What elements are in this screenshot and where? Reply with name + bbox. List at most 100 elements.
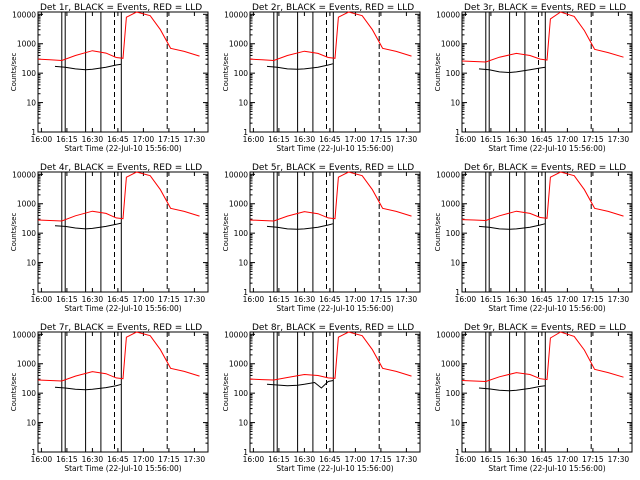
x-axis-label: Start Time (22-Jul-10 15:56:00) (64, 464, 181, 473)
events-series-line (54, 383, 122, 391)
y-axis-label: Counts/sec (222, 373, 230, 412)
y-tick-label: 1 (243, 448, 248, 457)
y-tick-label: 1000 (441, 40, 460, 49)
x-tick-label: 16:30 (294, 455, 316, 464)
x-tick-label: 16:45 (107, 295, 129, 304)
x-tick-label: 17:30 (608, 455, 630, 464)
x-axis-label: Start Time (22-Jul-10 15:56:00) (488, 144, 605, 153)
x-axis-label: Start Time (22-Jul-10 15:56:00) (276, 304, 393, 313)
y-tick-label: 1000 (441, 360, 460, 369)
x-tick-label: 17:00 (557, 295, 579, 304)
x-tick-label: 17:30 (396, 135, 418, 144)
x-tick-label: 16:30 (294, 295, 316, 304)
x-tick-label: 17:00 (345, 455, 367, 464)
plot-frame (461, 11, 633, 133)
panel-title: Det 1r, BLACK = Events, RED = LLD (40, 3, 202, 13)
y-tick-label: 100 (234, 389, 249, 398)
lld-series-line (37, 171, 200, 222)
y-tick-label: 1 (31, 288, 36, 297)
x-tick-label: 16:30 (82, 295, 104, 304)
x-tick-label: 17:30 (396, 455, 418, 464)
x-tick-label: 16:15 (480, 135, 502, 144)
y-tick-label: 10 (238, 99, 248, 108)
x-tick-label: 16:15 (268, 455, 290, 464)
y-axis-label: Counts/sec (222, 53, 230, 92)
y-tick-label: 10000 (436, 330, 460, 339)
plot-frame (249, 331, 421, 453)
lld-series-line (461, 331, 624, 383)
panel-title: Det 7r, BLACK = Events, RED = LLD (40, 323, 202, 333)
panel-title: Det 2r, BLACK = Events, RED = LLD (252, 3, 414, 13)
x-tick-label: 16:00 (455, 295, 477, 304)
x-tick-label: 16:15 (56, 295, 78, 304)
lld-series-line (249, 171, 412, 222)
x-tick-label: 16:00 (31, 295, 53, 304)
y-axis-label: Counts/sec (10, 53, 18, 92)
x-tick-label: 17:15 (370, 135, 392, 144)
x-tick-label: 17:15 (370, 295, 392, 304)
y-tick-label: 10 (238, 259, 248, 268)
plot-frame (249, 171, 421, 293)
lld-series-line (461, 171, 624, 222)
panel-title: Det 5r, BLACK = Events, RED = LLD (252, 163, 414, 173)
events-series-line (266, 63, 334, 70)
y-tick-label: 1 (455, 128, 460, 137)
plot-frame (249, 11, 421, 133)
y-axis-label: Counts/sec (434, 213, 442, 252)
x-tick-label: 16:15 (56, 135, 78, 144)
y-tick-label: 100 (446, 229, 461, 238)
x-tick-label: 17:30 (608, 295, 630, 304)
plot-frame (461, 331, 633, 453)
events-series-line (478, 385, 546, 392)
x-tick-label: 16:45 (319, 455, 341, 464)
y-tick-label: 10 (450, 419, 460, 428)
x-axis-label: Start Time (22-Jul-10 15:56:00) (488, 304, 605, 313)
x-tick-label: 17:30 (608, 135, 630, 144)
panel-title: Det 6r, BLACK = Events, RED = LLD (464, 163, 626, 173)
x-tick-label: 16:30 (506, 135, 528, 144)
y-tick-label: 1 (243, 128, 248, 137)
x-tick-label: 16:00 (455, 135, 477, 144)
y-tick-label: 10 (26, 259, 36, 268)
y-tick-label: 10000 (224, 170, 248, 179)
lld-series-line (461, 11, 624, 63)
x-axis-label: Start Time (22-Jul-10 15:56:00) (64, 144, 181, 153)
y-tick-label: 10 (450, 99, 460, 108)
x-tick-label: 17:15 (158, 455, 180, 464)
y-tick-label: 100 (22, 229, 37, 238)
events-series-line (266, 223, 334, 230)
x-tick-label: 17:00 (345, 135, 367, 144)
x-tick-label: 17:00 (133, 295, 155, 304)
y-tick-label: 1 (31, 128, 36, 137)
x-axis-label: Start Time (22-Jul-10 15:56:00) (488, 464, 605, 473)
y-tick-label: 1000 (229, 360, 248, 369)
y-tick-label: 10000 (12, 330, 36, 339)
y-axis-label: Counts/sec (434, 53, 442, 92)
y-tick-label: 100 (446, 69, 461, 78)
y-tick-label: 100 (22, 389, 37, 398)
x-tick-label: 17:00 (133, 135, 155, 144)
y-tick-label: 1000 (17, 360, 36, 369)
x-tick-label: 16:30 (82, 135, 104, 144)
panel-title: Det 8r, BLACK = Events, RED = LLD (252, 323, 414, 333)
y-tick-label: 100 (234, 69, 249, 78)
y-tick-label: 1 (243, 288, 248, 297)
y-tick-label: 10 (450, 259, 460, 268)
x-tick-label: 17:15 (582, 135, 604, 144)
x-tick-label: 17:30 (396, 295, 418, 304)
x-tick-label: 16:00 (455, 455, 477, 464)
y-tick-label: 10000 (224, 330, 248, 339)
y-axis-label: Counts/sec (10, 373, 18, 412)
x-tick-label: 17:15 (582, 295, 604, 304)
x-tick-label: 16:15 (268, 295, 290, 304)
x-tick-label: 16:30 (506, 295, 528, 304)
x-tick-label: 17:30 (184, 135, 206, 144)
x-tick-label: 16:45 (531, 455, 553, 464)
x-tick-label: 16:45 (319, 135, 341, 144)
y-tick-label: 10000 (436, 170, 460, 179)
x-tick-label: 16:00 (31, 455, 53, 464)
y-axis-label: Counts/sec (10, 213, 18, 252)
